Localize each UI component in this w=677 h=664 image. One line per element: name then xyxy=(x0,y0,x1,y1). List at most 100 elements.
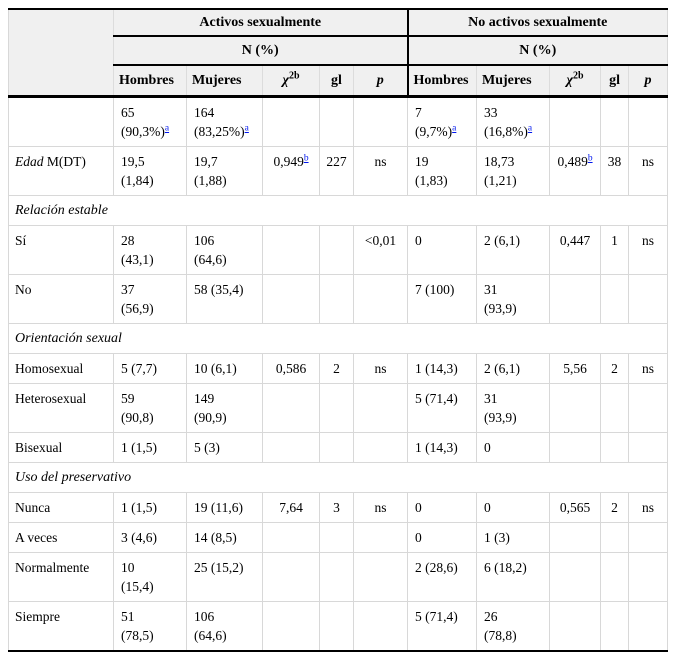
cell-value: ns xyxy=(374,154,387,169)
cell: ns xyxy=(628,146,669,196)
cell: 1 (14,3) xyxy=(407,432,478,463)
cell-value: ns xyxy=(642,233,655,248)
n-header-row: N (%) N (%) xyxy=(9,36,668,66)
cell: 3 (4,6) xyxy=(113,522,187,553)
table-row: Siempre 51 (78,5) 106 (64,6) 5 (71,4) 26 (78… xyxy=(8,601,669,652)
cell-value: 28 (43,1) xyxy=(121,233,154,267)
p-label: p xyxy=(376,73,384,88)
cell-value: 0 xyxy=(415,233,422,248)
cell xyxy=(262,552,320,602)
footnote-link-a[interactable]: a xyxy=(452,123,457,134)
cell-value: 38 xyxy=(607,154,622,169)
cell-value: 1 (14,3) xyxy=(415,440,458,455)
cell: 19,5 (1,84) xyxy=(113,146,187,196)
cell-value: 33 (16,8%) xyxy=(484,105,528,139)
cell: 1 xyxy=(600,225,630,275)
corner-cell xyxy=(8,9,114,98)
cell-value: ns xyxy=(642,500,655,515)
cell-value: 164 (83,25%) xyxy=(194,105,245,139)
cell: ns xyxy=(352,492,409,523)
footnote-link-a[interactable]: a xyxy=(527,123,533,134)
cell xyxy=(628,432,669,463)
row-label-italic: Edad xyxy=(15,154,44,169)
row-label-rest: M(DT) xyxy=(43,154,86,169)
cell-value: 10 (15,4) xyxy=(121,560,154,594)
footnote-link-b[interactable]: b xyxy=(303,153,309,164)
cell: ns xyxy=(352,353,409,384)
cell-value: 19 (11,6) xyxy=(194,500,243,515)
cell: 106 (64,6) xyxy=(186,225,263,275)
footnote-superscript: a xyxy=(245,124,249,134)
footnote-link-a[interactable]: a xyxy=(244,123,249,134)
table-row: Edad M(DT) 19,5 (1,84) 19,7 (1,88) 0,949b 22… xyxy=(8,146,669,196)
cell xyxy=(352,432,409,463)
cell: 106 (64,6) xyxy=(186,601,263,652)
cell xyxy=(628,383,669,433)
col-header-mujeres-active: Mujeres xyxy=(186,65,263,98)
cell-value: 31 (93,9) xyxy=(484,282,517,316)
cell-value: 2 xyxy=(611,361,618,376)
cell xyxy=(600,274,630,324)
stats-table: Activos sexualmente No activos sexualmen… xyxy=(7,8,669,652)
col-header-gl-active: gl xyxy=(319,65,354,98)
cell-value: 2 (28,6) xyxy=(415,560,458,575)
cell-value: 7 (9,7%) xyxy=(415,105,453,139)
cell-value: 19,7 (1,88) xyxy=(194,154,227,188)
cell-value: 227 xyxy=(326,154,347,169)
table-row: No 37 (56,9) 58 (35,4) 7 (100) 31 (93,9) xyxy=(8,274,669,324)
cell: 26 (78,8) xyxy=(476,601,551,652)
cell: 5,56 xyxy=(549,353,602,384)
cell: 0 xyxy=(407,492,478,523)
cell xyxy=(628,601,669,652)
cell-value: 19 (1,83) xyxy=(415,154,448,188)
footnote-link-b[interactable]: b xyxy=(587,153,593,164)
cell: ns xyxy=(352,146,409,196)
cell: 149 (90,9) xyxy=(186,383,263,433)
footnote-superscript: b xyxy=(304,154,309,164)
footnote-superscript: a xyxy=(452,124,456,134)
cell: 0,565 xyxy=(549,492,602,523)
cell-value: 0 xyxy=(415,500,422,515)
cell: 65 (90,3%)a xyxy=(113,96,187,147)
row-label: Heterosexual xyxy=(8,383,114,433)
cell-value: 26 (78,8) xyxy=(484,609,517,643)
cell: 0,949b xyxy=(262,146,320,196)
cell xyxy=(628,96,669,147)
cell-value: ns xyxy=(374,500,387,515)
group-header-active: Activos sexualmente xyxy=(112,9,408,37)
col-header-hombres-inactive: Hombres xyxy=(406,65,477,98)
cell-value: 51 (78,5) xyxy=(121,609,154,643)
cell-value: 0 xyxy=(415,530,422,545)
chi-superscript: 2b xyxy=(572,70,584,82)
cell-value: 1 (1,5) xyxy=(121,440,157,455)
cell xyxy=(628,552,669,602)
cell-value: 65 (90,3%) xyxy=(121,105,165,139)
cell: 51 (78,5) xyxy=(113,601,187,652)
cell: 19,7 (1,88) xyxy=(186,146,263,196)
cell-value: 59 (90,8) xyxy=(121,391,154,425)
col-header-p-active: p xyxy=(352,65,408,98)
cell-value: 0,949 xyxy=(273,154,304,169)
cell: 0 xyxy=(407,522,478,553)
table-body: 65 (90,3%)a 164 (83,25%)a 7 (9,7%)a 33 (16,… xyxy=(7,96,669,652)
cell-value: 3 xyxy=(333,500,340,515)
cell xyxy=(352,552,409,602)
cell xyxy=(600,383,630,433)
cell: 37 (56,9) xyxy=(113,274,187,324)
row-label: No xyxy=(8,274,114,324)
cell-value: 2 (6,1) xyxy=(484,361,521,376)
cell-value: 18,73 (1,21) xyxy=(484,154,517,188)
cell-value: 2 (6,1) xyxy=(484,233,521,248)
cell-value: 0,447 xyxy=(559,233,591,248)
footnote-link-a[interactable]: a xyxy=(164,123,170,134)
cell: 38 xyxy=(600,146,630,196)
cell-value: 31 (93,9) xyxy=(484,391,517,425)
table-row: Bisexual 1 (1,5) 5 (3) 1 (14,3) 0 xyxy=(8,432,669,463)
cell: 5 (7,7) xyxy=(113,353,187,384)
chi-symbol: χ xyxy=(282,73,289,88)
col-header-hombres-active: Hombres xyxy=(113,65,187,98)
cell xyxy=(319,601,354,652)
cell: 31 (93,9) xyxy=(476,383,551,433)
cell: 10 (6,1) xyxy=(186,353,263,384)
